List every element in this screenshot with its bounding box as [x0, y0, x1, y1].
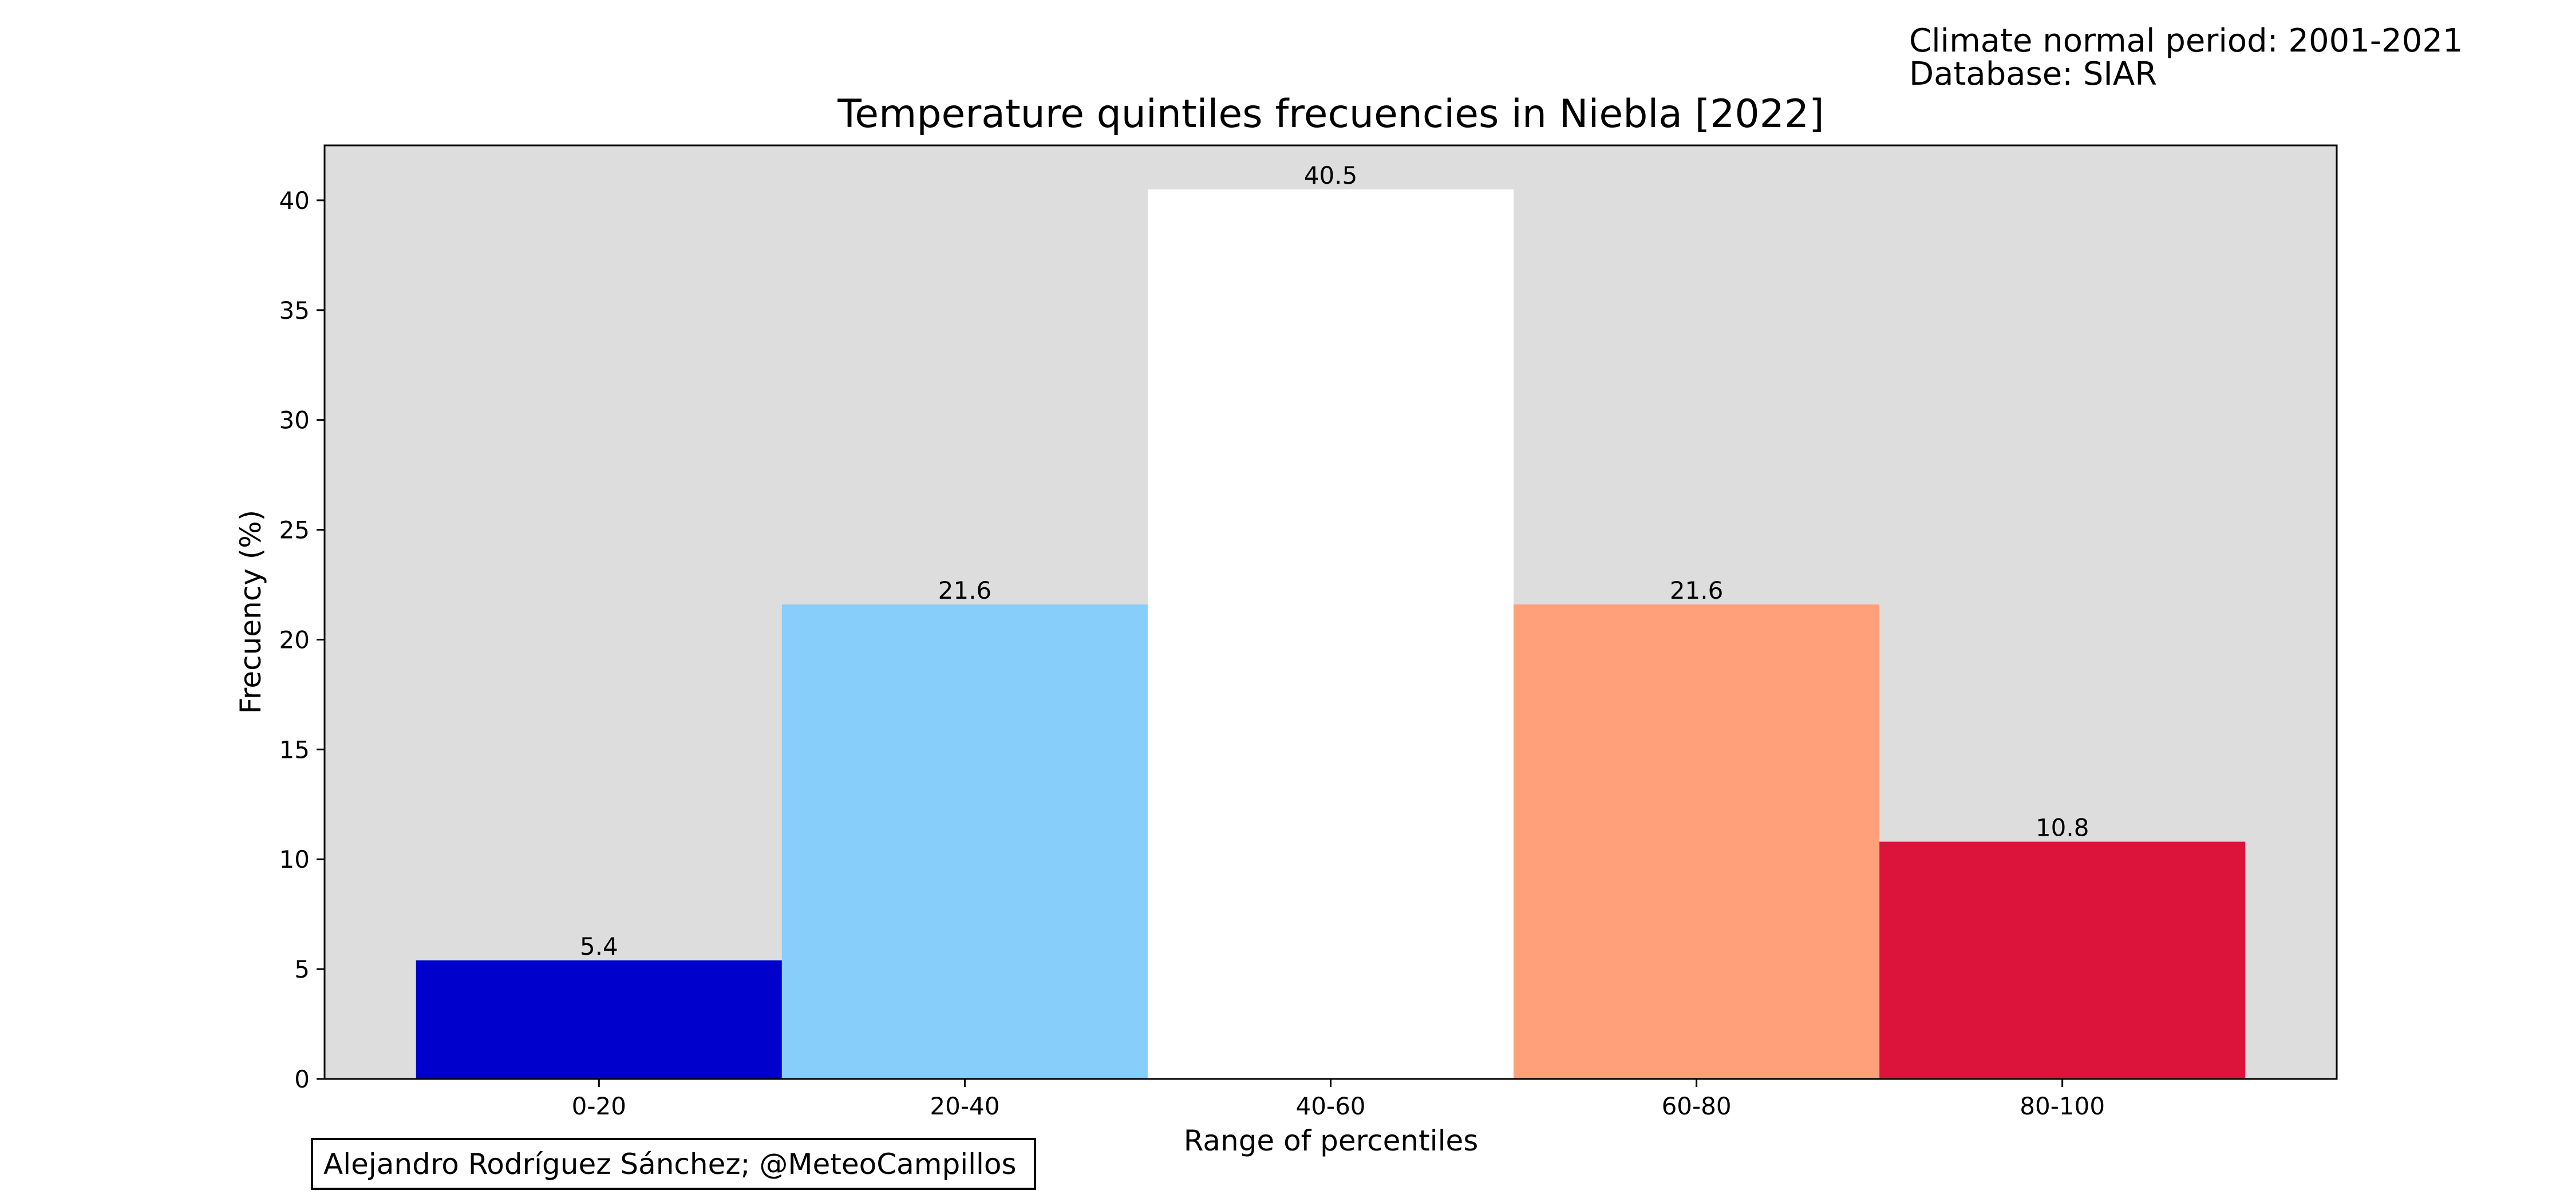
- credit-box: [311, 1138, 1036, 1190]
- bar-value-label: 10.8: [2036, 814, 2089, 842]
- y-tick-label: 5: [294, 955, 310, 983]
- x-tick-label: 60-80: [1662, 1092, 1732, 1120]
- y-tick-label: 25: [279, 516, 310, 544]
- bar-value-label: 21.6: [938, 576, 992, 604]
- bar-value-label: 21.6: [1670, 576, 1724, 604]
- y-axis-label: Frecuency (%): [234, 510, 267, 714]
- x-tick-label: 0-20: [572, 1092, 626, 1120]
- bar-value-label: 5.4: [580, 932, 618, 960]
- bar-40-60: [1147, 189, 1514, 1079]
- bar-0-20: [416, 960, 782, 1079]
- bars-layer: [416, 189, 2246, 1079]
- y-tick-label: 20: [279, 626, 310, 654]
- bar-20-40: [781, 604, 1148, 1079]
- y-tick-label: 0: [294, 1065, 310, 1093]
- database-text: Database: SIAR: [1909, 56, 2157, 93]
- y-tick-label: 35: [279, 296, 310, 325]
- x-tick-label: 40-60: [1295, 1092, 1365, 1120]
- x-axis: 0-20 20-40 40-60 60-80 80-100: [572, 1079, 2105, 1120]
- y-tick-label: 40: [279, 187, 310, 215]
- y-tick-label: 30: [279, 406, 310, 434]
- y-axis: 0 5 10 15 20 25 30 35 40: [279, 187, 325, 1093]
- x-tick-label: 80-100: [2020, 1092, 2105, 1120]
- bar-80-100: [1879, 841, 2246, 1079]
- bar-60-80: [1514, 604, 1880, 1079]
- y-tick-label: 10: [279, 845, 310, 873]
- x-axis-label: Range of percentiles: [1184, 1124, 1479, 1157]
- credit-text: Alejandro Rodríguez Sánchez; @MeteoCampi…: [323, 1148, 1017, 1181]
- plot-frame: [323, 144, 2338, 1080]
- bar-labels-layer: 5.4 21.6 40.5 21.6 10.8: [580, 161, 2089, 960]
- x-tick-label: 20-40: [930, 1092, 999, 1120]
- normal-period-text: Climate normal period: 2001-2021: [1909, 22, 2463, 60]
- y-tick-label: 15: [279, 736, 310, 764]
- chart-title: Temperature quintiles frecuencies in Nie…: [837, 92, 1824, 137]
- bar-value-label: 40.5: [1304, 161, 1358, 189]
